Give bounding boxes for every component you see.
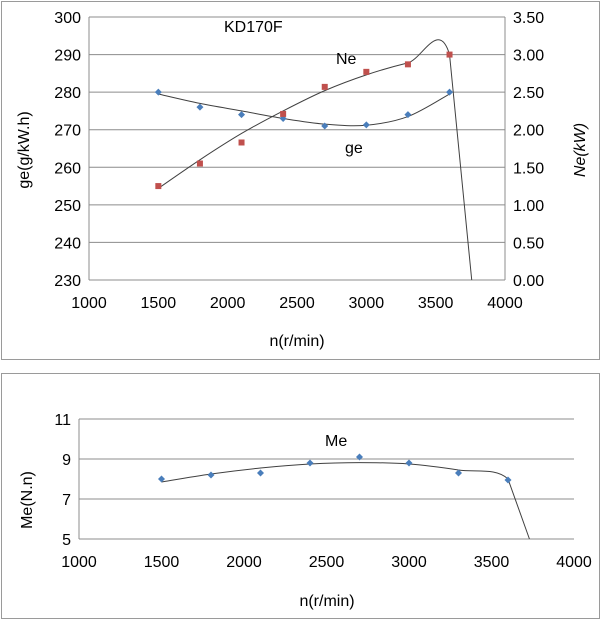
- Ne-point: [321, 83, 328, 90]
- x-tick-label: 4000: [487, 295, 523, 312]
- Ne-point: [404, 61, 411, 68]
- x-tick-label: 1000: [61, 554, 97, 571]
- x-tick-label: 3500: [418, 295, 454, 312]
- Me-point: [405, 459, 413, 467]
- ge-point: [446, 88, 454, 96]
- me-series-label: Me: [325, 433, 347, 450]
- ne-series-label: Ne: [336, 51, 357, 68]
- Ne-point: [446, 51, 453, 58]
- y2-tick-label: 3.50: [513, 10, 544, 27]
- y-tick-label: 270: [54, 123, 81, 140]
- x-tick-label: 3000: [391, 554, 427, 571]
- ge-point: [362, 121, 370, 129]
- Me-point: [257, 469, 264, 477]
- y2-tick-label: 3.00: [513, 48, 544, 65]
- Me-point: [455, 469, 462, 477]
- axes: [78, 419, 574, 540]
- y2-tick-label: 0.00: [513, 273, 544, 290]
- Ne-point: [280, 110, 287, 117]
- x-tick-label: 2000: [210, 295, 246, 312]
- chart-title: KD170F: [224, 19, 283, 36]
- y-axis-label: ge(g/kW.h): [16, 111, 33, 188]
- tick-labels: 5 7 9 11 1000 1500 2000 2500 3000 3500 4000: [54, 412, 592, 571]
- x-tick-label: 2500: [279, 295, 315, 312]
- ge-ne-chart-panel: 230 240 250 260 270 280 290 300 0.00 0.50 1.00 1.50…: [1, 1, 600, 360]
- y-tick-label: 5: [62, 532, 71, 549]
- x-tick-label: 2000: [226, 554, 262, 571]
- y-tick-label: 250: [54, 198, 81, 215]
- x-tick-label: 3500: [474, 554, 510, 571]
- Me-point: [207, 471, 215, 479]
- x-axis-label: n(r/min): [269, 333, 324, 350]
- y2-tick-label: 2.50: [513, 85, 544, 102]
- y-tick-label: 300: [54, 10, 81, 27]
- Ne-point: [238, 139, 245, 146]
- ge-point: [321, 122, 329, 130]
- y2-tick-label: 1.00: [513, 198, 544, 215]
- y2-tick-label: 1.50: [513, 160, 544, 177]
- x-tick-label: 2500: [309, 554, 345, 571]
- ge-trendline: [158, 93, 450, 127]
- Ne-point: [363, 68, 370, 75]
- x-tick-label: 1000: [71, 295, 107, 312]
- me-chart: 5 7 9 11 1000 1500 2000 2500 3000 3500 4000 Me n(r…: [19, 412, 592, 610]
- x-axis-label: n(r/min): [299, 593, 354, 610]
- x-tick-label: 1500: [141, 295, 177, 312]
- x-tick-label: 3000: [349, 295, 385, 312]
- me-chart-panel: 5 7 9 11 1000 1500 2000 2500 3000 3500 4000 Me n(r…: [1, 373, 600, 619]
- tick-labels: 230 240 250 260 270 280 290 300 0.00 0.50 1.00 1.50…: [54, 10, 544, 312]
- y-tick-label: 290: [54, 48, 81, 65]
- ge-point: [238, 111, 246, 119]
- y2-tick-label: 0.50: [513, 235, 544, 252]
- y2-tick-label: 2.00: [513, 123, 544, 140]
- Ne-point: [155, 183, 162, 190]
- x-tick-label: 4000: [556, 554, 592, 571]
- Me-point: [504, 476, 512, 484]
- grid-lines: [89, 16, 505, 281]
- trendlines: [161, 462, 530, 540]
- data-points: [154, 51, 454, 190]
- Ne-point: [196, 160, 203, 167]
- y-tick-label: 11: [54, 412, 71, 429]
- ge-ne-chart: 230 240 250 260 270 280 290 300 0.00 0.50 1.00 1.50…: [16, 10, 589, 350]
- ge-point: [196, 103, 204, 111]
- y-axis-label: Me(N.n): [19, 471, 36, 529]
- Ne-trendline: [158, 39, 473, 281]
- ge-series-label: ge: [345, 140, 363, 157]
- y-tick-label: 240: [54, 235, 81, 252]
- y-tick-label: 280: [54, 85, 81, 102]
- ge-point: [154, 88, 162, 96]
- axes: [88, 17, 506, 281]
- y-tick-label: 7: [62, 492, 71, 509]
- y-tick-label: 9: [62, 452, 71, 469]
- x-tick-label: 1500: [144, 554, 180, 571]
- y-tick-label: 260: [54, 160, 81, 177]
- Me-trendline: [161, 462, 530, 540]
- data-points: [158, 453, 512, 484]
- ge-point: [404, 111, 412, 119]
- y-tick-label: 230: [54, 273, 81, 290]
- Me-point: [356, 453, 363, 461]
- trendlines: [158, 39, 473, 281]
- y2-axis-label: Ne(kW): [572, 123, 589, 177]
- Me-point: [306, 459, 314, 467]
- Me-point: [158, 475, 165, 483]
